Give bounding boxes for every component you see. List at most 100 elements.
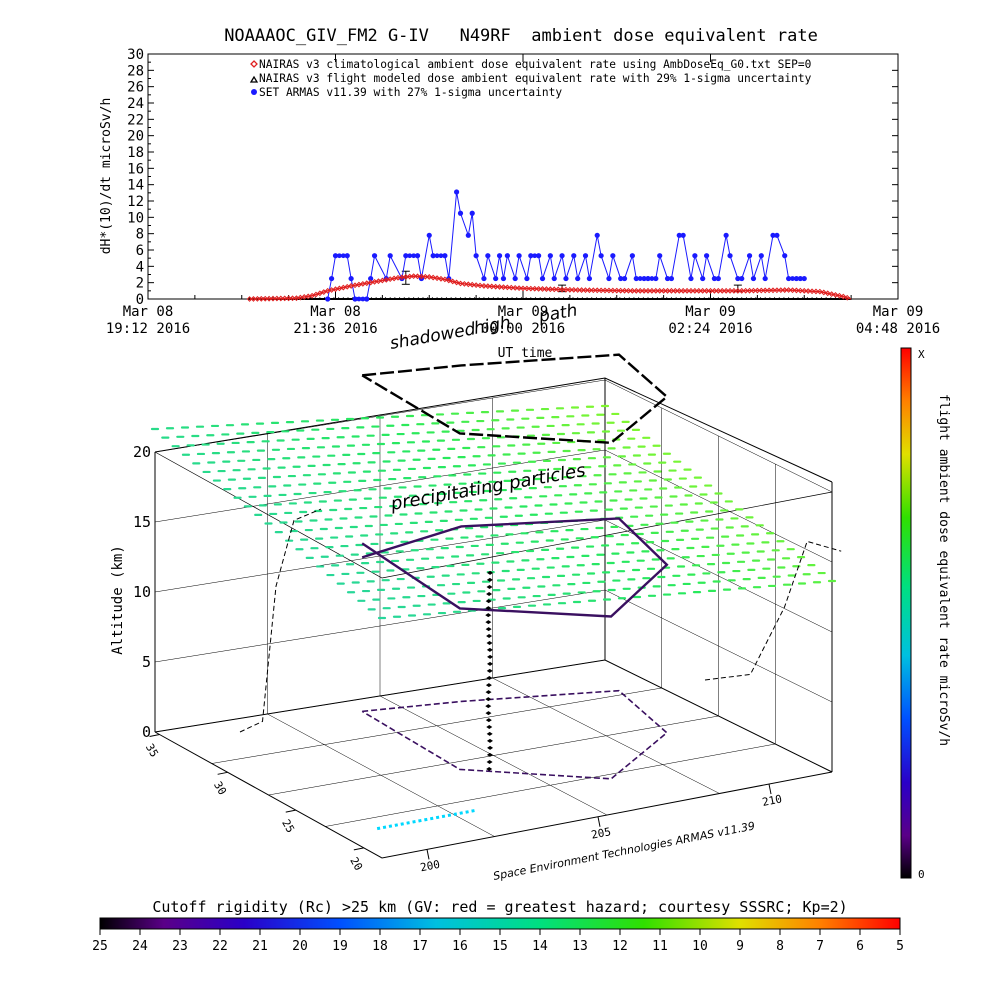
altitude-tick-label: 15 bbox=[133, 513, 151, 531]
nairas-clim-point bbox=[793, 287, 800, 294]
nairas-clim-point bbox=[453, 279, 460, 286]
legend-marker-triangle bbox=[249, 75, 259, 83]
3d-axis-ticks: 0 5 10 15 20 35 30 25 20 200 205 210 bbox=[133, 443, 783, 874]
armas-point bbox=[727, 253, 733, 259]
nairas-clim-point bbox=[481, 283, 487, 289]
armas-point bbox=[524, 275, 530, 282]
armas-point bbox=[649, 276, 655, 281]
x-tick-label-date: Mar 08 bbox=[310, 304, 361, 320]
longitude-tick-label: 205 bbox=[590, 825, 612, 842]
legend-entry-armas: SET ARMAS v11.39 with 27% 1-sigma uncert… bbox=[259, 86, 562, 99]
nairas-clim-point bbox=[672, 287, 679, 294]
longitude-tick-label: 210 bbox=[761, 792, 783, 809]
y-tick-label: 22 bbox=[127, 112, 144, 128]
nairas-flight-point bbox=[594, 297, 599, 300]
nairas-clim-point bbox=[262, 295, 269, 302]
armas-point bbox=[786, 275, 792, 282]
nairas-clim-point bbox=[277, 295, 284, 302]
nairas-flight-point bbox=[463, 297, 468, 300]
track-ascent-point bbox=[486, 767, 493, 772]
track-ascent-point bbox=[486, 640, 493, 645]
y-tick-label: 0 bbox=[136, 292, 144, 308]
altitude-tick-label: 20 bbox=[133, 443, 151, 461]
track-ascent-point bbox=[486, 725, 493, 730]
armas-point bbox=[332, 253, 339, 259]
armas-point bbox=[387, 253, 393, 259]
nairas-flight-point bbox=[781, 297, 786, 300]
cutoff-colorbar-tick-label: 11 bbox=[652, 939, 668, 954]
series-nairas-clim-line bbox=[249, 275, 852, 300]
nairas-flight-point bbox=[406, 297, 411, 300]
nairas-clim-point bbox=[555, 286, 562, 293]
armas-point bbox=[703, 253, 710, 259]
nairas-flight-point bbox=[481, 297, 486, 300]
nairas-clim-point bbox=[828, 291, 835, 298]
armas-point bbox=[348, 275, 354, 282]
nairas-flight-point bbox=[711, 297, 716, 300]
nairas-clim-point bbox=[281, 295, 288, 302]
track-ascent-point bbox=[485, 683, 492, 688]
nairas-clim-point bbox=[785, 287, 792, 293]
colorbar-title: flight ambient dose equivalent rate micr… bbox=[936, 394, 951, 746]
nairas-clim-point bbox=[637, 287, 644, 294]
armas-point bbox=[633, 275, 639, 282]
track-left-wall-projection bbox=[239, 508, 322, 733]
armas-point bbox=[551, 275, 557, 282]
nairas-flight-point bbox=[397, 297, 402, 300]
armas-point bbox=[559, 253, 565, 259]
nairas-flight-point bbox=[571, 297, 575, 300]
dose-rate-colorbar-bar bbox=[900, 347, 912, 879]
nairas-clim-point bbox=[602, 287, 608, 294]
nairas-clim-point bbox=[527, 285, 534, 292]
nairas-flight-point bbox=[533, 297, 538, 300]
nairas-flight-point bbox=[519, 297, 524, 300]
nairas-clim-point bbox=[309, 292, 315, 299]
nairas-clim-point bbox=[777, 287, 784, 294]
nairas-clim-point bbox=[652, 287, 659, 294]
y-tick-label: 10 bbox=[127, 210, 144, 226]
altitude-tick-label: 0 bbox=[142, 723, 151, 741]
nairas-flight-point bbox=[833, 297, 838, 300]
nairas-flight-point bbox=[416, 297, 421, 300]
armas-point bbox=[360, 296, 366, 302]
nairas-clim-point bbox=[609, 287, 616, 294]
nairas-clim-point bbox=[520, 285, 526, 292]
colorbar-top-label: X bbox=[918, 348, 925, 361]
nairas-flight-point bbox=[561, 297, 566, 300]
nairas-flight-point bbox=[486, 297, 491, 300]
nairas-flight-point bbox=[824, 297, 829, 300]
track-ascent-point bbox=[485, 599, 492, 604]
nairas-clim-point bbox=[606, 287, 612, 294]
nairas-flight-point bbox=[346, 297, 350, 300]
colorbar-bottom-label: 0 bbox=[918, 868, 925, 881]
nairas-flight-point bbox=[758, 297, 763, 300]
nairas-flight-point bbox=[378, 297, 383, 300]
cutoff-colorbar-tick-label: 13 bbox=[572, 939, 588, 954]
nairas-flight-point bbox=[477, 297, 482, 300]
armas-point bbox=[457, 210, 464, 216]
nairas-clim-point bbox=[418, 273, 425, 280]
cutoff-rigidity-colorbar: Cutoff rigidity (Rc) >25 km (GV: red = g… bbox=[92, 898, 904, 954]
nairas-clim-point bbox=[531, 285, 538, 292]
nairas-clim-point bbox=[543, 286, 550, 292]
y-tick-label: 8 bbox=[136, 227, 144, 243]
nairas-flight-point bbox=[791, 297, 796, 300]
floor-gridline bbox=[492, 677, 720, 794]
nairas-clim-point bbox=[516, 285, 523, 292]
nairas-flight-point bbox=[435, 297, 440, 300]
x-tick-label-date: Mar 09 bbox=[685, 304, 736, 320]
nairas-clim-point bbox=[738, 287, 745, 294]
armas-point bbox=[356, 296, 362, 302]
track-ascent-point bbox=[487, 654, 494, 659]
armas-point bbox=[746, 253, 753, 259]
nairas-clim-point bbox=[691, 287, 698, 294]
armas-point bbox=[715, 275, 721, 282]
longitude-tick-label: 200 bbox=[419, 858, 441, 875]
latitude-tick-label: 20 bbox=[347, 855, 365, 873]
nairas-flight-point bbox=[524, 297, 529, 300]
nairas-flight-point bbox=[800, 297, 805, 300]
nairas-clim-point bbox=[629, 287, 636, 294]
armas-point bbox=[797, 275, 803, 282]
armas-point bbox=[758, 253, 764, 259]
